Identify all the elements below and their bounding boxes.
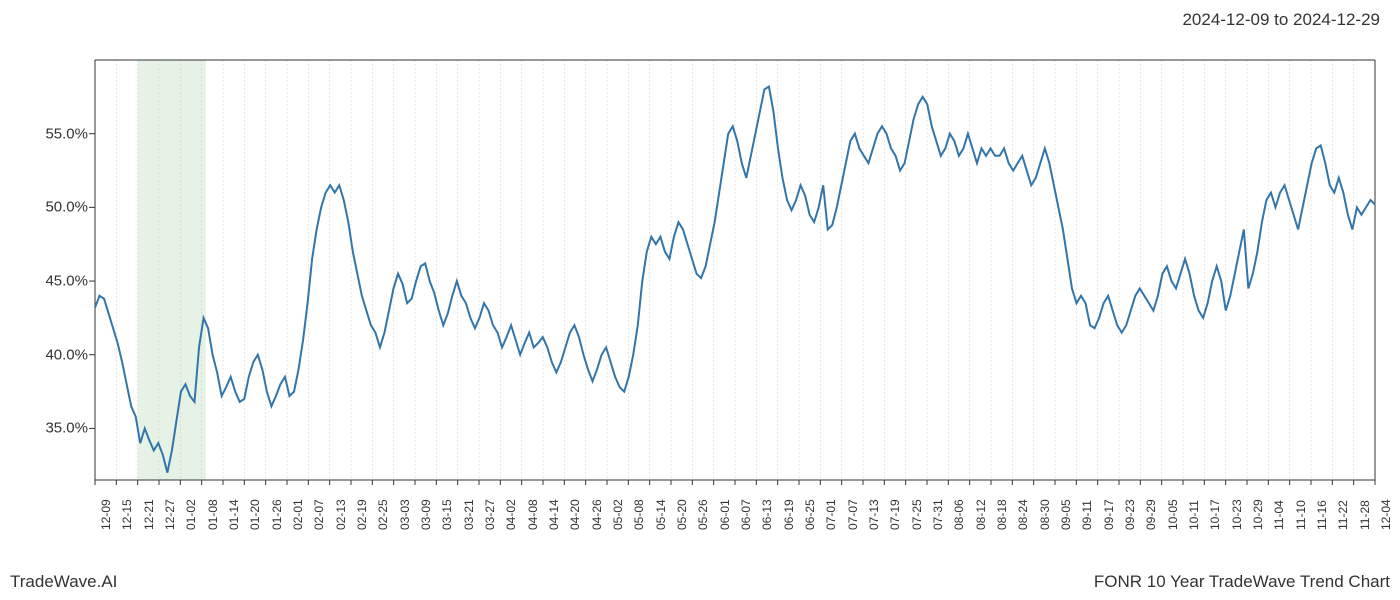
x-axis-label: 11-16: [1315, 500, 1329, 530]
x-axis-label: 09-11: [1080, 500, 1094, 530]
x-axis-label: 05-14: [654, 499, 668, 530]
x-axis-label: 03-03: [398, 499, 412, 530]
x-axis-label: 10-23: [1230, 499, 1244, 530]
y-axis-label: 50.0%: [8, 199, 88, 216]
x-axis-label: 03-21: [462, 499, 476, 530]
x-axis-label: 12-09: [99, 499, 113, 530]
x-axis-label: 08-30: [1038, 499, 1052, 530]
x-axis-label: 12-15: [120, 499, 134, 530]
chart-title: FONR 10 Year TradeWave Trend Chart: [1094, 572, 1390, 592]
x-axis-label: 06-07: [739, 499, 753, 530]
x-axis-label: 10-11: [1187, 500, 1201, 530]
x-axis-label: 12-04: [1379, 499, 1393, 530]
x-axis-label: 03-27: [483, 499, 497, 530]
x-axis-label: 04-14: [547, 499, 561, 530]
x-axis-label: 02-13: [334, 499, 348, 530]
x-axis-label: 04-02: [504, 499, 518, 530]
x-axis-label: 09-23: [1123, 499, 1137, 530]
x-axis-label: 11-22: [1336, 500, 1350, 530]
x-axis-label: 07-19: [888, 499, 902, 530]
x-axis-label: 04-26: [590, 499, 604, 530]
x-axis-label: 08-06: [952, 499, 966, 530]
x-axis-label: 06-25: [803, 499, 817, 530]
x-axis-label: 09-05: [1059, 499, 1073, 530]
x-axis-label: 07-01: [824, 499, 838, 530]
x-axis-label: 04-20: [568, 499, 582, 530]
x-axis-label: 03-15: [440, 499, 454, 530]
x-axis-label: 02-19: [355, 499, 369, 530]
x-axis-label: 01-08: [206, 499, 220, 530]
x-axis-label: 12-27: [163, 499, 177, 530]
x-axis-label: 11-28: [1358, 500, 1372, 530]
x-axis-label: 07-07: [846, 499, 860, 530]
x-axis-label: 01-02: [184, 499, 198, 530]
x-axis-label: 12-21: [142, 499, 156, 530]
x-axis-label: 04-08: [526, 499, 540, 530]
x-axis-label: 05-20: [675, 499, 689, 530]
brand-label: TradeWave.AI: [10, 572, 117, 592]
x-axis-label: 08-12: [974, 499, 988, 530]
x-axis-label: 09-29: [1144, 499, 1158, 530]
date-range: 2024-12-09 to 2024-12-29: [1182, 10, 1380, 30]
x-axis-label: 09-17: [1102, 499, 1116, 530]
x-axis-label: 02-01: [291, 499, 305, 530]
x-axis-label: 11-04: [1272, 500, 1286, 530]
x-axis-label: 02-25: [376, 499, 390, 530]
x-axis-label: 03-09: [419, 499, 433, 530]
y-axis-label: 55.0%: [8, 125, 88, 142]
x-axis-label: 06-01: [718, 499, 732, 530]
x-axis-label: 01-14: [227, 499, 241, 530]
x-axis-label: 08-18: [995, 499, 1009, 530]
x-axis-label: 11-10: [1294, 500, 1308, 530]
x-axis-label: 08-24: [1016, 499, 1030, 530]
x-axis-label: 06-13: [760, 499, 774, 530]
x-axis-label: 01-26: [270, 499, 284, 530]
x-axis-label: 10-05: [1166, 499, 1180, 530]
y-axis-label: 40.0%: [8, 346, 88, 363]
x-axis-label: 10-29: [1251, 499, 1265, 530]
x-axis-label: 10-17: [1208, 499, 1222, 530]
x-axis-label: 01-20: [248, 499, 262, 530]
x-axis-label: 02-07: [312, 499, 326, 530]
y-axis-label: 45.0%: [8, 273, 88, 290]
x-axis-label: 05-26: [696, 499, 710, 530]
x-axis-label: 05-08: [632, 499, 646, 530]
trend-chart: [95, 60, 1375, 480]
x-axis-label: 05-02: [611, 499, 625, 530]
x-axis-label: 07-31: [931, 499, 945, 530]
x-axis-label: 07-25: [910, 499, 924, 530]
x-axis-label: 07-13: [867, 499, 881, 530]
y-axis-label: 35.0%: [8, 420, 88, 437]
x-axis-label: 06-19: [782, 499, 796, 530]
